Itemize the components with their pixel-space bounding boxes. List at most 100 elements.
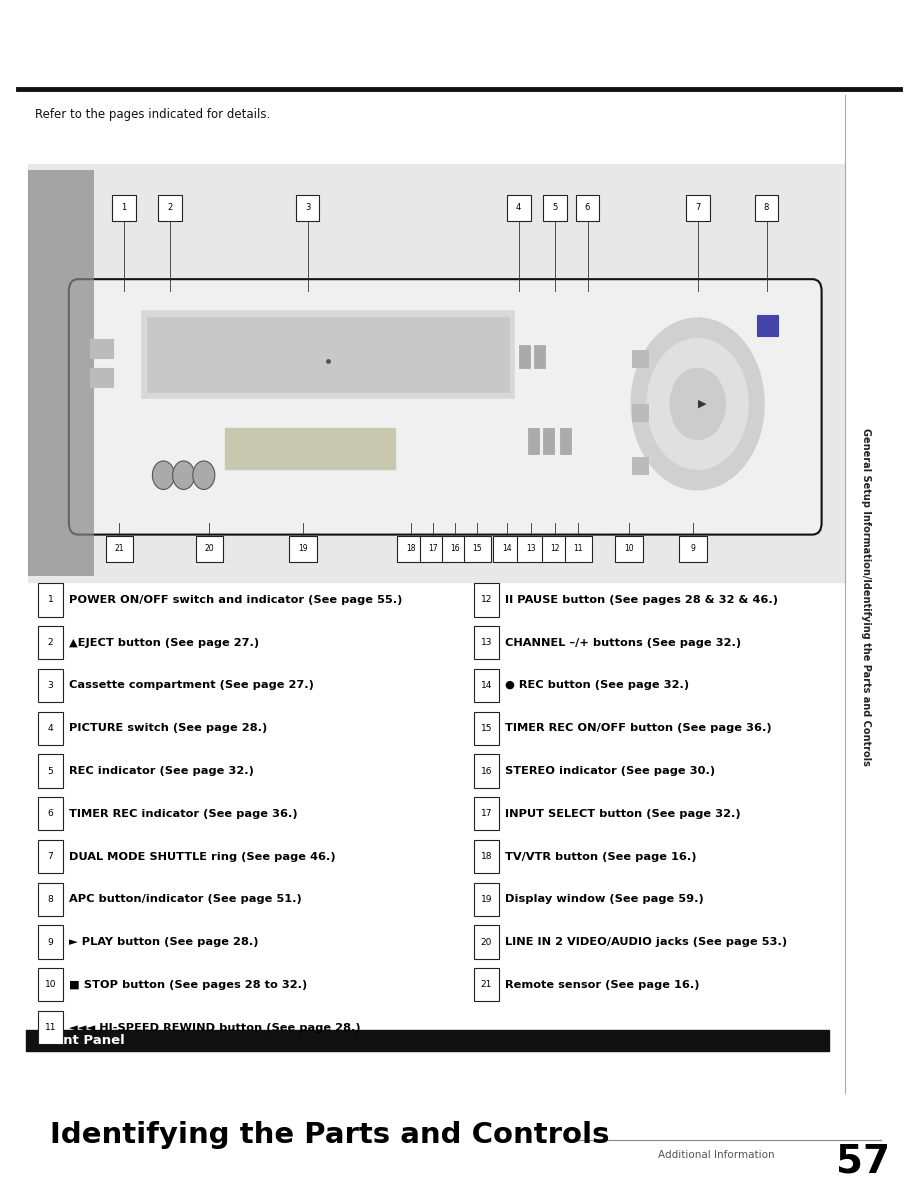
FancyBboxPatch shape [38,797,63,830]
Text: 9: 9 [48,937,53,947]
FancyBboxPatch shape [420,536,447,562]
Text: 8: 8 [764,203,769,213]
Text: Display window (See page 59.): Display window (See page 59.) [505,895,704,904]
Bar [560,428,571,454]
Text: 12: 12 [551,544,560,554]
Text: 18: 18 [481,852,492,861]
FancyBboxPatch shape [38,925,63,959]
Text: 15: 15 [481,723,492,733]
Bar [225,428,395,469]
FancyBboxPatch shape [755,195,778,221]
Text: 8: 8 [48,895,53,904]
Text: II PAUSE button (See pages 28 & 32 & 46.): II PAUSE button (See pages 28 & 32 & 46.… [505,595,778,605]
Text: INPUT SELECT button (See page 32.): INPUT SELECT button (See page 32.) [505,809,741,819]
Bar [632,404,648,421]
Text: 16: 16 [451,544,460,554]
Text: 10: 10 [624,544,633,554]
FancyBboxPatch shape [112,195,136,221]
Text: DUAL MODE SHUTTLE ring (See page 46.): DUAL MODE SHUTTLE ring (See page 46.) [69,852,335,861]
FancyBboxPatch shape [38,840,63,873]
Bar [632,350,648,367]
Bar [142,311,514,398]
FancyBboxPatch shape [464,536,491,562]
FancyBboxPatch shape [507,195,531,221]
FancyBboxPatch shape [474,712,499,745]
Text: ▶: ▶ [698,399,707,409]
Text: Cassette compartment (See page 27.): Cassette compartment (See page 27.) [69,681,314,690]
FancyBboxPatch shape [106,536,133,562]
FancyBboxPatch shape [615,536,643,562]
Bar [528,428,539,454]
Text: Refer to the pages indicated for details.: Refer to the pages indicated for details… [35,108,270,120]
Text: 11: 11 [574,544,583,554]
Bar [147,317,509,392]
Bar [28,170,94,576]
Text: 21: 21 [481,980,492,990]
FancyBboxPatch shape [397,536,425,562]
Bar [519,345,530,368]
FancyBboxPatch shape [289,536,317,562]
Text: 7: 7 [48,852,53,861]
Text: 10: 10 [45,980,56,990]
Text: 21: 21 [115,544,124,554]
FancyBboxPatch shape [38,669,63,702]
Text: 15: 15 [473,544,482,554]
Text: TIMER REC indicator (See page 36.): TIMER REC indicator (See page 36.) [69,809,297,819]
FancyBboxPatch shape [517,536,544,562]
FancyBboxPatch shape [442,536,469,562]
FancyBboxPatch shape [679,536,707,562]
Text: TV/VTR button (See page 16.): TV/VTR button (See page 16.) [505,852,697,861]
Text: ■ STOP button (See pages 28 to 32.): ■ STOP button (See pages 28 to 32.) [69,980,308,990]
FancyBboxPatch shape [158,195,182,221]
Text: 19: 19 [481,895,492,904]
Text: 20: 20 [481,937,492,947]
FancyBboxPatch shape [686,195,710,221]
Bar [28,164,845,582]
FancyBboxPatch shape [38,968,63,1001]
Text: 6: 6 [585,203,590,213]
FancyBboxPatch shape [542,536,569,562]
FancyBboxPatch shape [474,754,499,788]
FancyBboxPatch shape [576,195,599,221]
FancyBboxPatch shape [196,536,223,562]
Bar [90,368,113,387]
Text: 4: 4 [48,723,53,733]
Text: General Setup Information/Identifying the Parts and Controls: General Setup Information/Identifying th… [861,428,870,765]
Circle shape [670,368,725,440]
FancyBboxPatch shape [474,840,499,873]
FancyBboxPatch shape [38,626,63,659]
Text: 1: 1 [48,595,53,605]
FancyBboxPatch shape [493,536,521,562]
Text: Additional Information: Additional Information [657,1150,775,1159]
FancyBboxPatch shape [474,883,499,916]
Text: ► PLAY button (See page 28.): ► PLAY button (See page 28.) [69,937,258,947]
FancyBboxPatch shape [474,797,499,830]
Text: 17: 17 [429,544,438,554]
Text: 57: 57 [836,1143,890,1181]
Text: 4: 4 [516,203,521,213]
Text: 5: 5 [48,766,53,776]
Text: 18: 18 [407,544,416,554]
FancyBboxPatch shape [474,968,499,1001]
Text: 5: 5 [553,203,558,213]
Bar [757,315,778,336]
FancyBboxPatch shape [38,583,63,617]
FancyBboxPatch shape [38,883,63,916]
Text: ▲EJECT button (See page 27.): ▲EJECT button (See page 27.) [69,638,259,647]
Text: Remote sensor (See page 16.): Remote sensor (See page 16.) [505,980,700,990]
Circle shape [193,461,215,489]
Text: 3: 3 [48,681,53,690]
Text: 16: 16 [481,766,492,776]
Bar [90,339,113,358]
Text: ◄◄◄ HI-SPEED REWIND button (See page 28.): ◄◄◄ HI-SPEED REWIND button (See page 28.… [69,1023,361,1032]
Text: 3: 3 [305,203,310,213]
Text: REC indicator (See page 32.): REC indicator (See page 32.) [69,766,253,776]
FancyBboxPatch shape [69,279,822,535]
Text: STEREO indicator (See page 30.): STEREO indicator (See page 30.) [505,766,715,776]
Text: 14: 14 [502,544,511,554]
Text: 14: 14 [481,681,492,690]
Text: 2: 2 [167,203,173,213]
Text: CHANNEL –/+ buttons (See page 32.): CHANNEL –/+ buttons (See page 32.) [505,638,741,647]
FancyBboxPatch shape [565,536,592,562]
Circle shape [647,339,748,469]
